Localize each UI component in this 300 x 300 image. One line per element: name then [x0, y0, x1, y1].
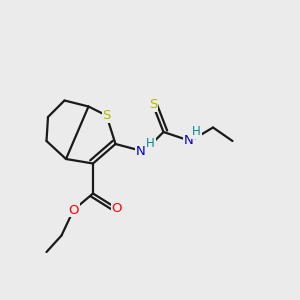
Text: N: N — [184, 134, 194, 148]
Text: S: S — [149, 98, 157, 112]
Text: N: N — [136, 145, 146, 158]
Text: H: H — [192, 125, 201, 139]
Text: H: H — [146, 136, 155, 150]
Text: O: O — [68, 203, 79, 217]
Text: O: O — [112, 202, 122, 215]
Text: S: S — [102, 109, 111, 122]
